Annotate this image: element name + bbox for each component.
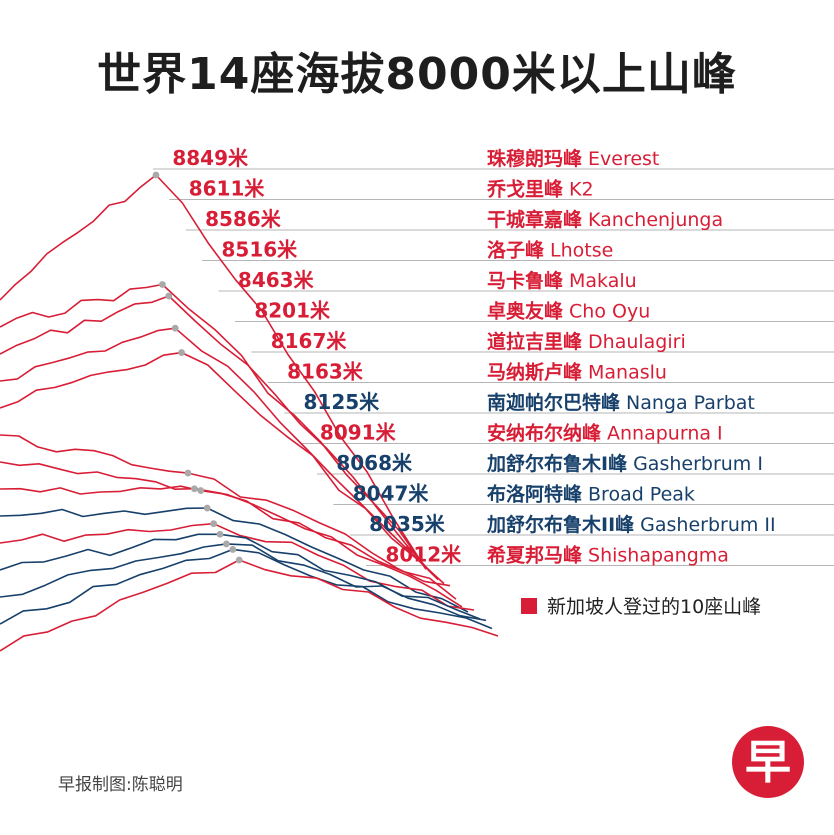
height-label: 8516米 — [222, 238, 299, 262]
peak-name-cn: 南迦帕尔巴特峰 — [487, 391, 621, 414]
peak-name-cn: 洛子峰 — [487, 239, 545, 262]
peak-name-en: Kanchenjunga — [588, 209, 723, 231]
height-label: 8163米 — [287, 360, 364, 384]
peak-name-cn: 马纳斯卢峰 — [487, 361, 583, 384]
logo-glyph: 早 — [745, 735, 791, 789]
summit-point — [178, 349, 186, 356]
summit-point — [171, 324, 179, 332]
height-label: 8586米 — [205, 207, 282, 231]
peak-name-label: 卓奥友峰 Cho Oyu — [487, 300, 650, 323]
peak-labels: 8849米 珠穆朗玛峰 Everest 8611米 乔戈里峰 K2 8586米 干城章嘉峰 Ka… — [172, 146, 775, 567]
peak-name-en: Gasherbrum II — [640, 514, 775, 536]
peak-name-label: 马纳斯卢峰 Manaslu — [487, 361, 667, 384]
summit-point — [203, 504, 211, 512]
peak-name-cn: 希夏邦马峰 — [487, 544, 583, 567]
height-label: 8125米 — [304, 390, 381, 414]
height-label: 8849米 — [172, 146, 249, 170]
peak-name-en: Broad Peak — [588, 484, 695, 506]
peak-name-label: 珠穆朗玛峰 Everest — [487, 147, 659, 170]
legend: 新加坡人登过的10座山峰 — [521, 592, 761, 619]
summit-point — [235, 556, 243, 564]
summit-point — [197, 487, 205, 494]
peak-name-cn: 安纳布尔纳峰 — [487, 422, 602, 445]
summit-point — [159, 281, 166, 288]
peak-name-en: K2 — [569, 179, 594, 201]
peak-name-label: 乔戈里峰 K2 — [486, 178, 594, 201]
height-label: 8047米 — [353, 482, 430, 506]
zaobao-logo: 早 — [732, 726, 804, 798]
peak-name-en: Gasherbrum I — [633, 453, 763, 475]
peak-name-label: 道拉吉里峰 Dhaulagiri — [487, 330, 686, 353]
peak-name-label: 南迦帕尔巴特峰 Nanga Parbat — [487, 391, 755, 414]
peak-name-en: Makalu — [569, 270, 637, 292]
summit-point — [152, 171, 160, 179]
legend-label: 新加坡人登过的10座山峰 — [547, 596, 762, 618]
peak-name-en: Nanga Parbat — [626, 392, 755, 414]
gridlines — [153, 168, 834, 566]
height-label: 8201米 — [254, 299, 331, 323]
peak-name-en: Everest — [588, 148, 659, 170]
peak-name-label: 马卡鲁峰 Makalu — [487, 269, 637, 292]
summit-point — [216, 530, 224, 538]
peak-name-label: 安纳布尔纳峰 Annapurna I — [487, 422, 723, 445]
height-label: 8611米 — [189, 177, 266, 201]
peak-name-en: Manaslu — [588, 362, 667, 384]
summit-point — [223, 540, 230, 548]
height-label: 8091米 — [320, 421, 397, 445]
peak-name-cn: 加舒尔布鲁木II峰 — [486, 513, 635, 536]
chart-title: 世界14座海拔8000米以上山峰 — [97, 49, 737, 100]
height-label: 8012米 — [386, 543, 463, 567]
summit-points — [152, 171, 243, 564]
height-label: 8035米 — [369, 512, 446, 536]
legend-swatch — [521, 597, 537, 614]
peak-name-label: 洛子峰 Lhotse — [487, 239, 613, 262]
peak-name-label: 加舒尔布鲁木II峰 Gasherbrum II — [486, 513, 776, 536]
peak-name-cn: 马卡鲁峰 — [487, 269, 564, 292]
peak-name-cn: 加舒尔布鲁木I峰 — [486, 452, 628, 475]
peak-name-en: Dhaulagiri — [588, 331, 686, 353]
peak-name-cn: 布洛阿特峰 — [487, 483, 583, 506]
peak-name-label: 加舒尔布鲁木I峰 Gasherbrum I — [486, 452, 763, 475]
peak-name-en: Cho Oyu — [569, 301, 650, 323]
summit-point — [191, 485, 198, 493]
credit-line: 早报制图:陈聪明 — [58, 775, 183, 795]
peak-name-cn: 乔戈里峰 — [486, 178, 564, 201]
peak-name-cn: 干城章嘉峰 — [487, 208, 583, 231]
height-label: 8068米 — [336, 451, 413, 475]
peak-name-en: Lhotse — [550, 240, 613, 262]
peak-name-label: 希夏邦马峰 Shishapangma — [487, 544, 729, 567]
summit-point — [165, 292, 173, 300]
peak-name-en: Annapurna I — [607, 423, 723, 445]
height-label: 8167米 — [271, 329, 348, 353]
peak-name-en: Shishapangma — [588, 545, 729, 567]
summit-point — [184, 469, 192, 477]
summit-point — [210, 520, 218, 528]
summit-point — [229, 546, 237, 553]
peak-name-cn: 道拉吉里峰 — [487, 330, 583, 353]
peak-name-cn: 珠穆朗玛峰 — [487, 147, 583, 170]
peak-name-cn: 卓奥友峰 — [487, 300, 564, 323]
peak-name-label: 布洛阿特峰 Broad Peak — [487, 483, 695, 506]
height-label: 8463米 — [238, 268, 315, 292]
peak-name-label: 干城章嘉峰 Kanchenjunga — [487, 208, 723, 231]
